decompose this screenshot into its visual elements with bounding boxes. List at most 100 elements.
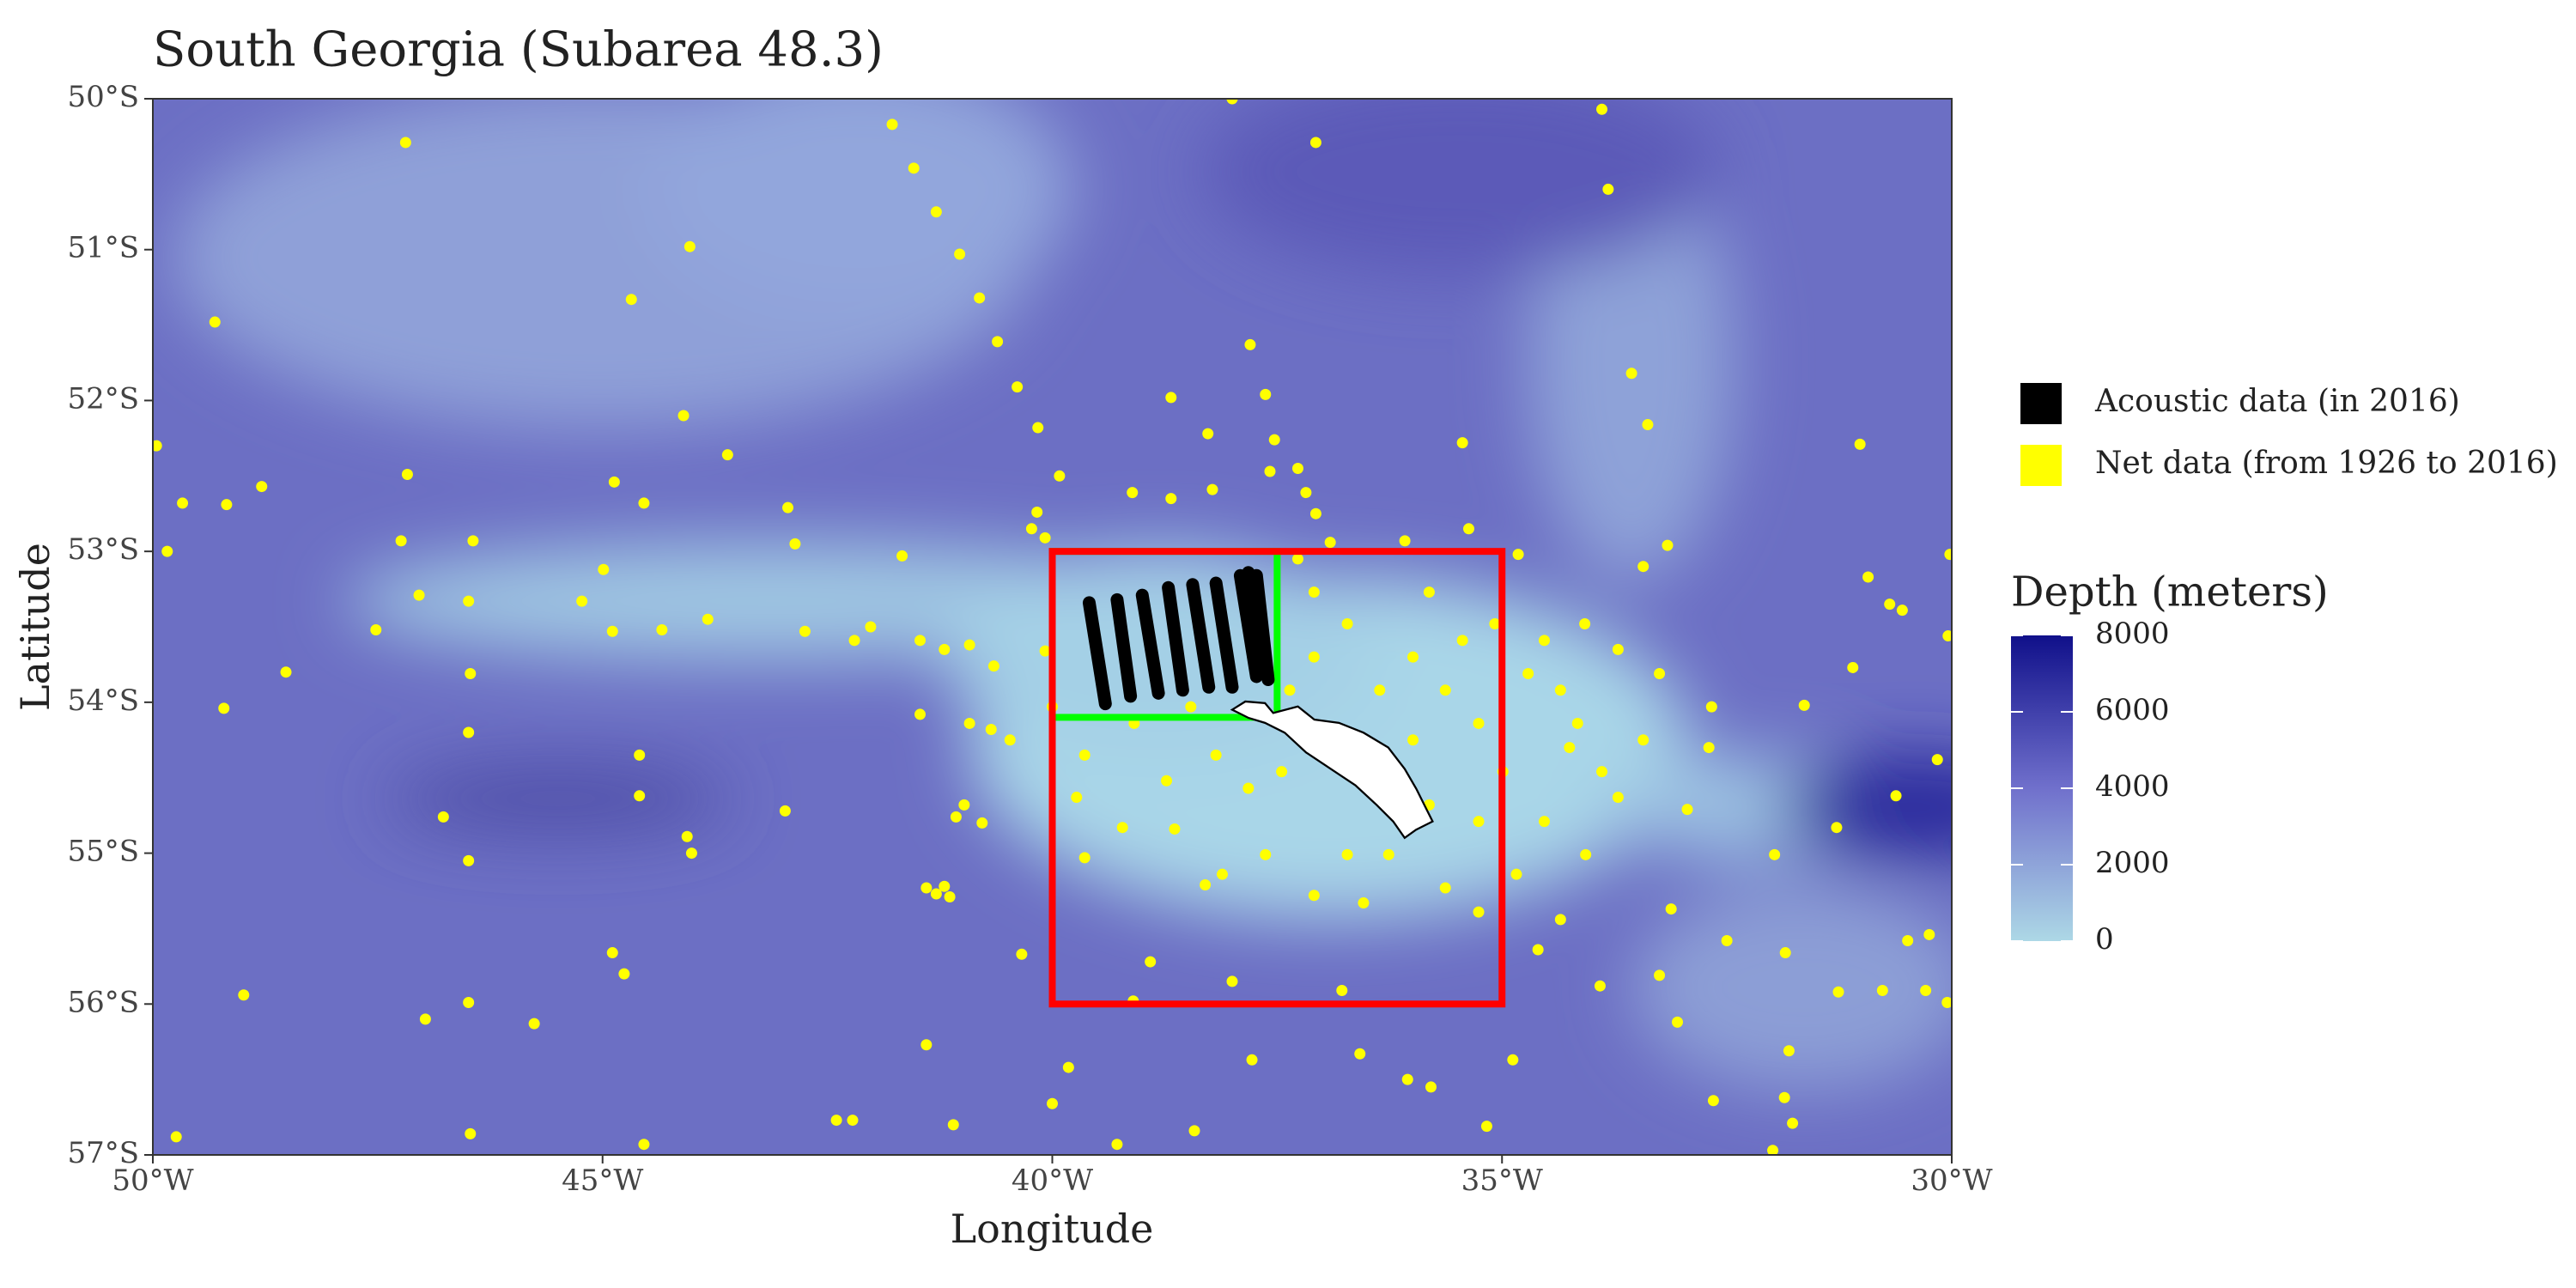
acoustic-transect: [1186, 578, 1216, 694]
net-sample: [1291, 463, 1303, 474]
net-sample: [625, 294, 637, 306]
net-sample: [944, 891, 956, 903]
net-sample: [1354, 1048, 1366, 1060]
net-sample: [413, 589, 425, 601]
net-sample: [1923, 928, 1935, 940]
net-sample: [1358, 897, 1370, 909]
x-tick-label: 50°W: [112, 1163, 193, 1198]
net-sample: [1703, 742, 1715, 754]
net-sample: [1025, 523, 1037, 535]
net-sample: [1439, 882, 1451, 894]
net-sample: [1854, 438, 1866, 450]
net-sample: [1032, 422, 1044, 434]
net-sample: [896, 550, 908, 562]
net-sample: [1625, 368, 1637, 380]
net-sample: [1654, 969, 1666, 981]
net-sample: [1473, 906, 1485, 918]
net-sample: [1399, 535, 1411, 547]
net-sample: [947, 1119, 959, 1131]
net-sample: [1665, 903, 1677, 915]
net-sample: [161, 545, 173, 557]
net-sample: [463, 854, 475, 866]
net-sample: [1246, 1054, 1258, 1066]
net-sample: [1507, 1054, 1519, 1066]
net-sample: [463, 997, 475, 1009]
net-sample: [992, 336, 1004, 348]
net-sample: [1654, 667, 1666, 679]
net-sample: [1078, 852, 1091, 864]
net-sample: [985, 723, 997, 735]
net-sample: [1407, 651, 1419, 663]
net-sample: [1284, 684, 1296, 696]
net-sample: [1462, 523, 1474, 535]
acoustic-transect: [1135, 588, 1165, 700]
net-sample: [1456, 437, 1468, 449]
x-axis-title: Longitude: [951, 1206, 1154, 1252]
net-sample: [1579, 617, 1591, 629]
net-sample: [1226, 99, 1238, 105]
colorbar-tick-label: 8000: [2095, 617, 2170, 651]
acoustic-transect: [1233, 568, 1263, 683]
net-sample: [1206, 483, 1218, 495]
y-tick-label: 56°S: [67, 985, 139, 1019]
net-sample: [848, 635, 860, 647]
acoustic-transect: [1082, 596, 1112, 711]
net-sample: [395, 535, 407, 547]
net-sample: [976, 817, 988, 829]
net-sample: [950, 811, 962, 823]
net-sample: [1942, 630, 1952, 642]
net-sample: [865, 621, 877, 633]
net-sample: [1512, 549, 1524, 561]
net-sample: [1374, 684, 1386, 696]
net-sample: [1264, 465, 1276, 477]
net-sample: [1510, 868, 1522, 880]
net-sample: [1200, 878, 1212, 890]
net-sample: [1769, 848, 1781, 860]
net-sample: [1145, 956, 1157, 968]
net-sample: [1012, 381, 1024, 393]
y-tick-label: 57°S: [67, 1136, 139, 1170]
net-sample: [528, 1018, 540, 1030]
net-sample: [1439, 684, 1451, 696]
net-sample: [1594, 980, 1606, 992]
net-sample: [1896, 605, 1908, 617]
net-sample: [1309, 137, 1321, 149]
net-sample: [939, 643, 951, 655]
net-sample: [1473, 816, 1485, 828]
net-sample: [1185, 701, 1197, 713]
net-sample: [1210, 749, 1222, 761]
net-sample: [618, 968, 630, 980]
legend-label: Acoustic data (in 2016): [2094, 384, 2460, 419]
net-sample: [1602, 183, 1614, 195]
net-sample: [1721, 934, 1733, 946]
net-sample: [721, 449, 733, 461]
net-sample: [370, 624, 382, 636]
net-sample: [1571, 717, 1583, 729]
net-sample: [1039, 532, 1051, 544]
net-sample: [1127, 487, 1139, 499]
colorbar-tick-label: 2000: [2095, 846, 2170, 880]
net-sample: [1244, 338, 1256, 350]
net-sample: [702, 613, 714, 625]
net-sample: [419, 1013, 431, 1025]
net-sample: [930, 206, 942, 218]
net-sample: [954, 248, 966, 260]
net-sample: [1062, 1061, 1074, 1073]
net-sample: [914, 635, 927, 647]
net-sample: [1920, 984, 1932, 996]
net-sample: [1831, 822, 1843, 834]
net-sample: [598, 563, 610, 575]
chart-title: South Georgia (Subarea 48.3): [153, 22, 884, 78]
net-sample: [963, 717, 975, 729]
data-layer: [153, 99, 1952, 1155]
x-tick-label: 35°W: [1461, 1163, 1543, 1198]
net-sample: [939, 880, 951, 892]
net-sample: [1672, 1016, 1684, 1028]
net-sample: [606, 947, 618, 959]
acoustic-transect: [1249, 568, 1275, 686]
net-sample: [1004, 734, 1016, 746]
net-sample: [1705, 701, 1717, 713]
net-sample: [1202, 428, 1214, 440]
net-sample: [1268, 434, 1280, 446]
net-sample: [908, 162, 920, 174]
